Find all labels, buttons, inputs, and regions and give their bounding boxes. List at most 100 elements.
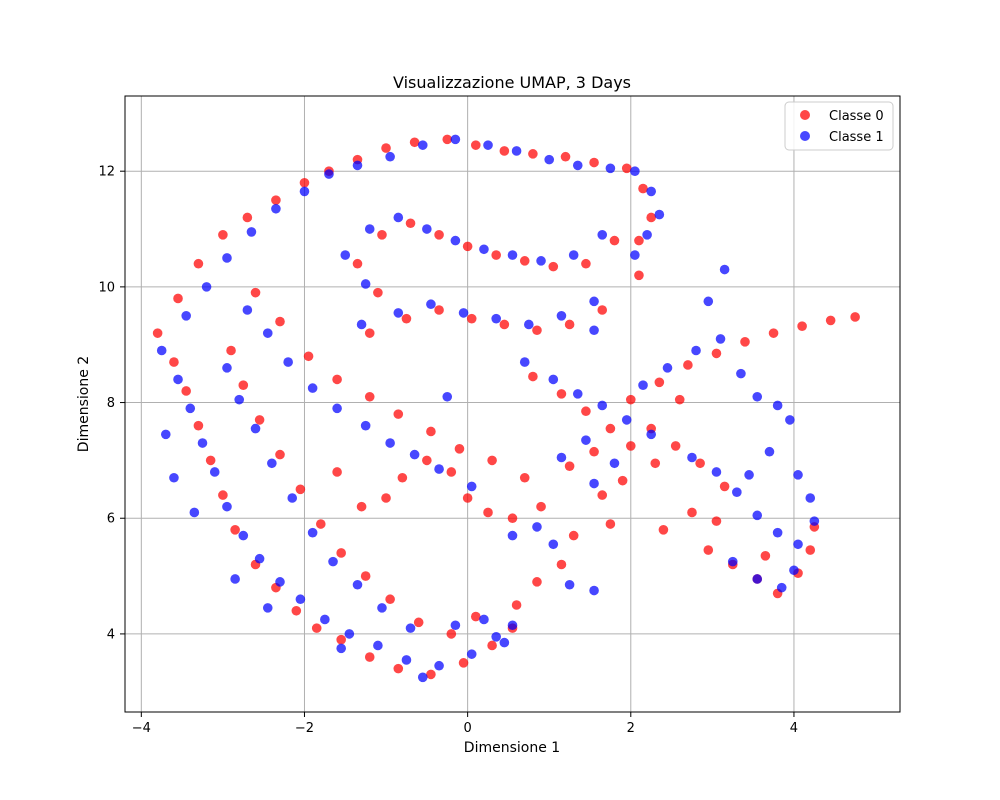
scatter-point-classe-0-98 (850, 312, 860, 322)
scatter-point-classe-0-30 (442, 134, 453, 145)
scatter-point-classe-1-87 (609, 458, 620, 469)
y-tick-label-2: 8 (107, 396, 115, 411)
scatter-point-classe-0-78 (401, 313, 412, 324)
scatter-point-classe-0-13 (393, 663, 404, 674)
legend-marker-classe-0 (800, 110, 810, 120)
scatter-point-classe-1-13 (401, 655, 412, 665)
y-axis-label: Dimensione 2 (76, 356, 92, 452)
scatter-point-classe-0-91 (654, 377, 665, 388)
scatter-point-classe-0-70 (609, 235, 620, 246)
scatter-point-classe-0-46 (426, 426, 436, 437)
scatter-point-classe-1-16 (491, 632, 501, 642)
scatter-point-classe-1-84 (621, 415, 632, 425)
scatter-point-classe-1-68 (536, 256, 546, 266)
scatter-point-classe-1-27 (352, 160, 363, 171)
scatter-point-classe-0-92 (683, 360, 693, 370)
scatter-point-classe-1-98 (764, 446, 775, 457)
scatter-point-classe-0-81 (556, 389, 567, 399)
scatter-point-classe-1-105 (793, 539, 803, 550)
scatter-point-classe-1-43 (307, 383, 318, 393)
scatter-point-classe-1-45 (360, 420, 371, 431)
scatter-point-classe-1-30 (450, 134, 461, 145)
scatter-point-classe-1-104 (772, 527, 783, 538)
scatter-point-classe-1-47 (409, 449, 420, 460)
scatter-point-classe-0-104 (687, 507, 697, 518)
scatter-point-classe-0-45 (393, 409, 404, 419)
y-tick-label-0: 4 (107, 627, 115, 642)
scatter-point-classe-1-2 (185, 403, 196, 414)
scatter-point-classe-0-41 (275, 316, 285, 327)
scatter-point-classe-1-51 (234, 394, 245, 405)
scatter-point-classe-1-58 (377, 603, 387, 613)
scatter-point-classe-0-79 (364, 328, 375, 338)
y-tick-label-3: 10 (98, 280, 115, 295)
legend: Classe 0 Classe 1 (784, 101, 894, 151)
scatter-point-classe-0-89 (597, 490, 608, 500)
scatter-point-classe-0-84 (625, 441, 636, 451)
scatter-point-classe-1-38 (654, 209, 665, 220)
scatter-point-classe-1-10 (320, 614, 330, 625)
scatter-point-classe-1-129 (442, 391, 453, 402)
scatter-point-classe-0-19 (446, 629, 457, 639)
scatter-point-classe-1-77 (426, 299, 436, 310)
scatter-point-classe-1-116 (532, 522, 542, 532)
scatter-point-classe-1-18 (479, 614, 489, 625)
series-classe-0 (152, 134, 860, 680)
legend-box (784, 101, 894, 151)
scatter-point-classe-0-16 (487, 640, 497, 651)
scatter-point-classe-0-32 (499, 146, 510, 156)
scatter-point-classe-0-77 (434, 305, 444, 315)
scatter-point-classe-0-18 (470, 611, 481, 622)
scatter-point-classe-0-31 (470, 140, 481, 150)
scatter-point-classe-0-15 (458, 658, 469, 668)
scatter-point-classe-1-73 (556, 310, 567, 321)
scatter-point-classe-1-20 (181, 310, 191, 321)
data-points (152, 134, 860, 683)
scatter-point-classe-0-4 (205, 455, 216, 466)
scatter-point-classe-0-64 (434, 230, 444, 240)
scatter-point-classe-0-105 (658, 525, 669, 535)
scatter-point-classe-0-75 (499, 319, 510, 330)
scatter-point-classe-1-29 (417, 140, 428, 150)
scatter-point-classe-1-83 (597, 400, 608, 411)
scatter-point-classe-1-39 (642, 230, 652, 240)
scatter-point-classe-1-35 (605, 163, 616, 174)
scatter-point-classe-0-59 (413, 617, 424, 628)
scatter-point-classe-1-14 (434, 660, 444, 671)
scatter-point-classe-1-124 (262, 603, 273, 613)
scatter-point-classe-1-119 (564, 579, 575, 590)
legend-marker-classe-1 (800, 131, 810, 141)
scatter-point-classe-0-97 (825, 315, 836, 326)
scatter-point-classe-0-82 (581, 406, 591, 417)
scatter-point-classe-0-12 (364, 652, 375, 662)
scatter-point-classe-1-115 (589, 325, 599, 336)
scatter-point-classe-1-31 (483, 140, 493, 150)
scatter-point-classe-1-66 (479, 244, 489, 255)
scatter-point-classe-1-15 (466, 649, 477, 659)
scatter-point-classe-1-56 (328, 556, 338, 567)
scatter-point-classe-0-34 (560, 151, 571, 162)
scatter-point-classe-0-6 (230, 525, 240, 535)
scatter-point-classe-1-72 (589, 296, 599, 307)
scatter-point-classe-0-0 (152, 328, 163, 338)
scatter-point-classe-1-21 (201, 282, 212, 292)
scatter-point-classe-1-108 (793, 470, 803, 480)
scatter-point-classe-0-53 (275, 449, 285, 460)
scatter-point-classe-0-39 (634, 235, 644, 246)
scatter-point-classe-0-74 (532, 325, 542, 336)
scatter-point-classe-0-113 (760, 551, 771, 561)
scatter-point-classe-0-122 (483, 507, 493, 518)
scatter-point-classe-0-103 (719, 481, 730, 492)
scatter-point-classe-0-14 (426, 669, 436, 680)
scatter-point-classe-1-65 (450, 235, 461, 246)
scatter-point-classe-1-127 (169, 472, 179, 483)
scatter-point-classe-1-67 (507, 250, 518, 260)
scatter-point-classe-1-28 (385, 151, 395, 162)
scatter-point-classe-1-48 (434, 464, 444, 474)
scatter-point-classe-1-71 (630, 250, 640, 260)
scatter-point-classe-1-55 (307, 527, 318, 538)
scatter-point-classe-0-119 (511, 600, 522, 610)
scatter-point-classe-1-128 (160, 429, 171, 440)
scatter-point-classe-0-67 (519, 256, 530, 266)
